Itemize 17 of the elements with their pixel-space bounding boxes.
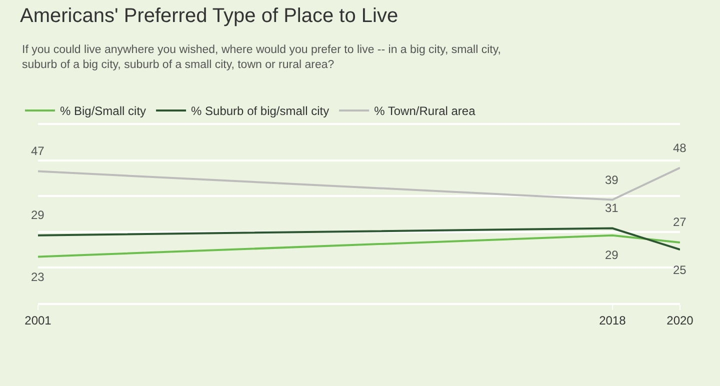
legend-label: % Big/Small city <box>60 104 146 118</box>
data-label: 29 <box>31 208 45 222</box>
x-tick-label: 2018 <box>599 313 626 328</box>
data-label: 48 <box>673 141 687 155</box>
legend-label: % Suburb of big/small city <box>191 104 330 118</box>
data-label: 47 <box>31 144 45 158</box>
data-label: 25 <box>673 263 687 277</box>
data-label: 39 <box>605 173 619 187</box>
data-label: 23 <box>31 270 45 284</box>
chart-subtitle: If you could live anywhere you wished, where would you prefer to live -- in a big city, small city, suburb of a big city, suburb of a small city, town or rural area? <box>22 44 501 71</box>
data-label: 31 <box>605 201 619 215</box>
chart-title: Americans' Preferred Type of Place to Live <box>20 5 398 27</box>
x-tick-label: 2001 <box>24 313 52 328</box>
legend-label: % Town/Rural area <box>374 104 476 118</box>
data-label: 29 <box>605 248 619 262</box>
data-label: 27 <box>673 215 687 229</box>
x-tick-label: 2020 <box>666 313 694 328</box>
